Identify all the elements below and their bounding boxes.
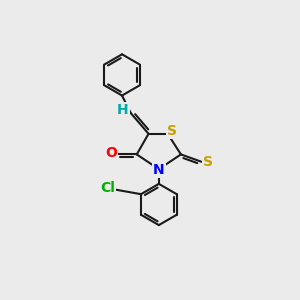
Text: H: H: [117, 103, 128, 117]
Text: S: S: [167, 124, 177, 138]
Text: N: N: [153, 163, 165, 177]
Text: S: S: [203, 155, 213, 169]
Text: O: O: [105, 146, 117, 160]
Text: Cl: Cl: [100, 181, 115, 195]
